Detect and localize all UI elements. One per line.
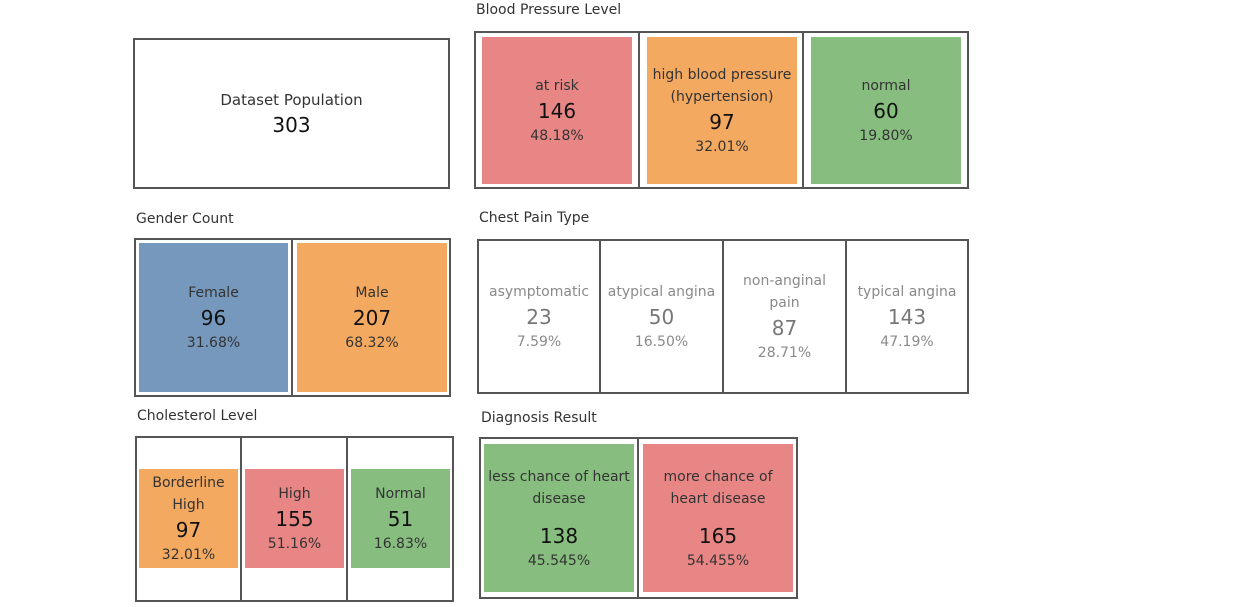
dataset-population-card: Dataset Population 303 — [133, 38, 450, 189]
cholesterol-count: 51 — [387, 506, 414, 531]
cholesterol-tile: High 155 51.16% — [245, 469, 344, 568]
chest-pain-title: Chest Pain Type — [479, 210, 590, 226]
cholesterol-percent: 32.01% — [161, 546, 216, 563]
gender-label: Female — [188, 284, 239, 301]
diagnosis-title: Diagnosis Result — [481, 410, 597, 426]
gender-count-title: Gender Count — [136, 211, 234, 227]
chest-pain-tile: atypical angina 50 16.50% — [601, 241, 722, 392]
bp-label: normal — [861, 77, 911, 94]
diagnosis-cell-more-chance[interactable]: more chance of heart disease 165 54.455% — [637, 437, 798, 599]
diagnosis-count: 165 — [698, 524, 738, 548]
chest-pain-tile: non-anginal pain 87 28.71% — [724, 241, 845, 392]
cholesterol-cell-borderline-high[interactable]: Borderline High 97 32.01% — [135, 436, 242, 602]
cholesterol-percent: 51.16% — [267, 535, 322, 552]
chest-pain-count: 143 — [887, 304, 927, 329]
diagnosis-label: more chance of heart disease — [663, 469, 773, 507]
chest-pain-label: non-anginal pain — [743, 272, 826, 311]
cholesterol-percent: 16.83% — [373, 535, 428, 552]
dataset-population-tile: Dataset Population 303 — [135, 40, 448, 187]
cholesterol-tile: Normal 51 16.83% — [351, 469, 450, 568]
cholesterol-label: Normal — [375, 485, 426, 502]
cholesterol-tile: Borderline High 97 32.01% — [139, 469, 238, 568]
bp-percent: 48.18% — [530, 127, 584, 144]
bp-cell-hypertension[interactable]: high blood pressure (hypertension) 97 32… — [638, 31, 804, 189]
gender-tile-male: Male 207 68.32% — [297, 243, 447, 392]
chest-pain-count: 50 — [648, 304, 675, 329]
gender-cell-female[interactable]: Female 96 31.68% — [134, 238, 293, 397]
chest-pain-count: 87 — [771, 315, 798, 340]
blood-pressure-title: Blood Pressure Level — [476, 2, 622, 18]
gender-percent: 31.68% — [186, 334, 241, 351]
chest-pain-label: atypical angina — [607, 283, 716, 300]
gender-count: 96 — [200, 305, 227, 330]
diagnosis-percent: 54.455% — [686, 553, 750, 569]
diagnosis-tile: less chance of heart disease 138 45.545% — [484, 444, 634, 592]
gender-cell-male[interactable]: Male 207 68.32% — [291, 238, 451, 397]
diagnosis-label: less chance of heart disease — [488, 469, 630, 507]
diagnosis-cell-less-chance[interactable]: less chance of heart disease 138 45.545% — [479, 437, 640, 599]
cholesterol-label: Borderline High — [152, 474, 225, 513]
population-label: Dataset Population — [220, 90, 363, 109]
bp-label: high blood pressure (hypertension) — [652, 66, 792, 105]
diagnosis-tile: more chance of heart disease 165 54.455% — [643, 444, 793, 592]
diagnosis-percent: 45.545% — [527, 553, 591, 569]
bp-count: 97 — [709, 109, 735, 134]
chest-pain-tile: asymptomatic 23 7.59% — [479, 241, 599, 392]
chest-pain-cell-asymptomatic[interactable]: asymptomatic 23 7.59% — [477, 239, 601, 394]
cholesterol-count: 97 — [175, 517, 202, 542]
population-value: 303 — [272, 112, 311, 137]
bp-percent: 32.01% — [695, 138, 749, 155]
cholesterol-cell-normal[interactable]: Normal 51 16.83% — [346, 436, 454, 602]
bp-percent: 19.80% — [859, 127, 913, 144]
bp-label: at risk — [535, 77, 579, 94]
chest-pain-cell-atypical-angina[interactable]: atypical angina 50 16.50% — [599, 239, 724, 394]
gender-count: 207 — [352, 305, 392, 330]
bp-count: 60 — [873, 98, 899, 123]
bp-cell-at-risk[interactable]: at risk 146 48.18% — [474, 31, 640, 189]
chest-pain-cell-non-anginal-pain[interactable]: non-anginal pain 87 28.71% — [722, 239, 847, 394]
bp-cell-normal[interactable]: normal 60 19.80% — [802, 31, 969, 189]
chest-pain-count: 23 — [526, 304, 552, 329]
chest-pain-percent: 7.59% — [516, 333, 562, 350]
chest-pain-percent: 28.71% — [757, 344, 812, 361]
cholesterol-label: High — [278, 485, 311, 502]
cholesterol-count: 155 — [275, 506, 314, 531]
gender-percent: 68.32% — [345, 334, 399, 351]
chest-pain-percent: 47.19% — [880, 333, 934, 350]
cholesterol-title: Cholesterol Level — [137, 408, 258, 424]
bp-tile-hypertension: high blood pressure (hypertension) 97 32… — [647, 37, 797, 184]
chest-pain-cell-typical-angina[interactable]: typical angina 143 47.19% — [845, 239, 969, 394]
chest-pain-percent: 16.50% — [634, 333, 689, 350]
chest-pain-tile: typical angina 143 47.19% — [847, 241, 967, 392]
cholesterol-cell-high[interactable]: High 155 51.16% — [240, 436, 348, 602]
chest-pain-label: typical angina — [857, 283, 957, 300]
bp-count: 146 — [537, 98, 577, 123]
gender-tile-female: Female 96 31.68% — [139, 243, 288, 392]
chest-pain-label: asymptomatic — [488, 283, 590, 300]
bp-tile-at-risk: at risk 146 48.18% — [482, 37, 632, 184]
bp-tile-normal: normal 60 19.80% — [811, 37, 961, 184]
gender-label: Male — [355, 284, 389, 301]
diagnosis-count: 138 — [539, 524, 579, 548]
